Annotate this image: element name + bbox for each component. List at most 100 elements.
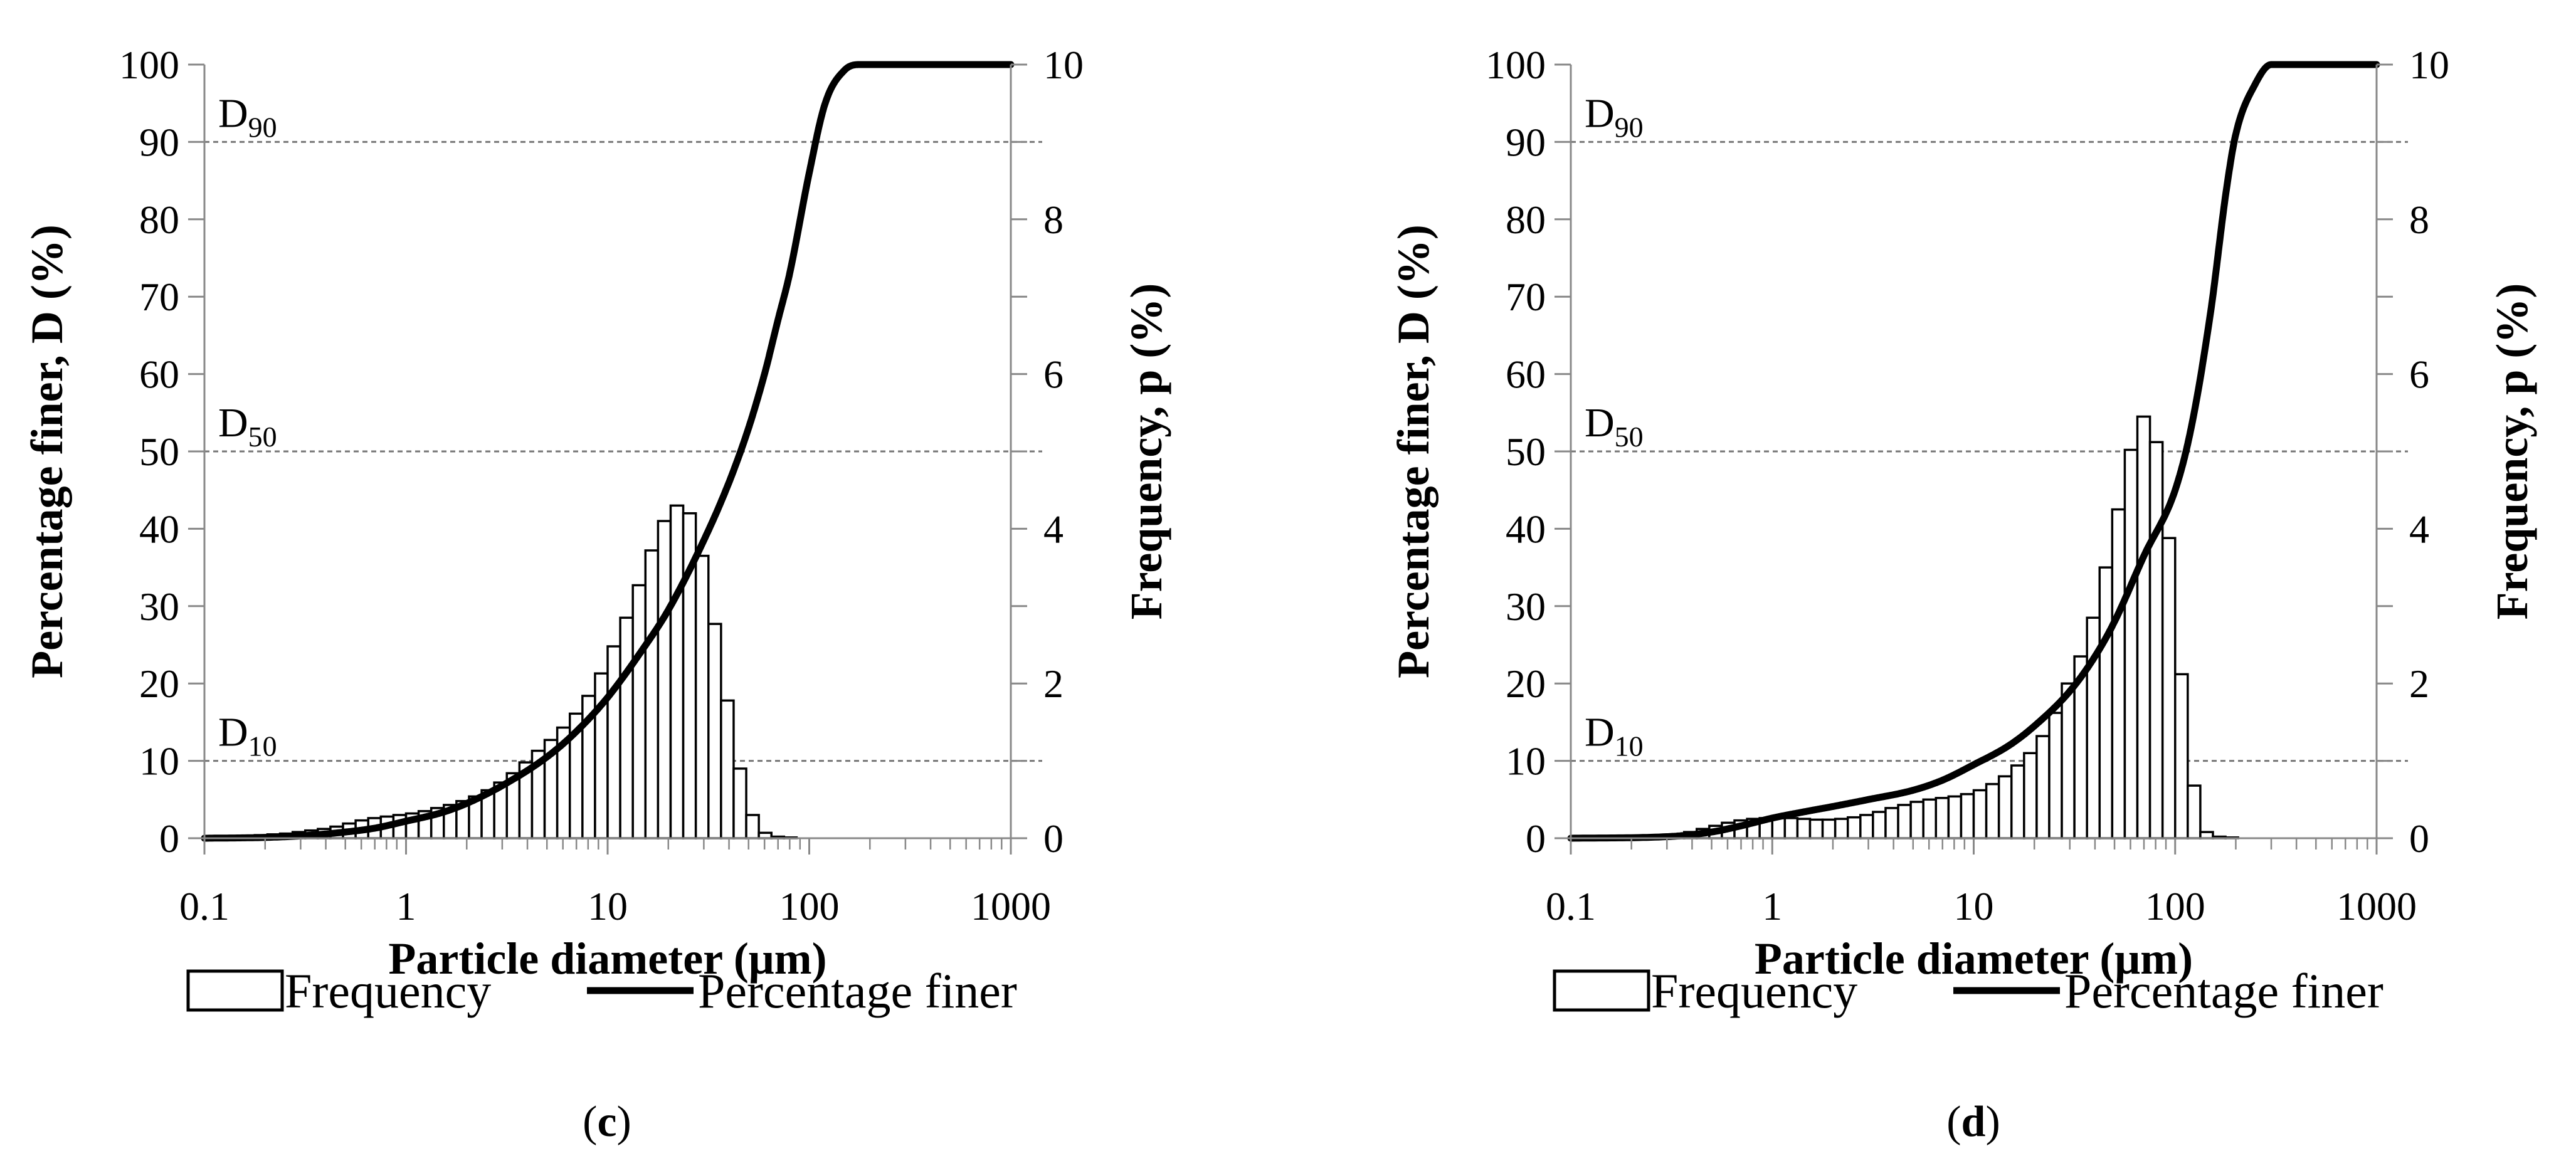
panel-c-percentage-finer-line bbox=[201, 61, 1015, 842]
panel-c-x-tick-label: 1 bbox=[396, 884, 416, 928]
panel-d-reference-label-d50: D50 bbox=[1585, 400, 1644, 453]
panel-c-frequency-bar bbox=[669, 504, 685, 839]
panel-d-frequency-bar bbox=[1922, 798, 1938, 839]
panel-d-left-tick-label: 40 bbox=[1506, 507, 1546, 551]
panel-c-frequency-bar bbox=[606, 645, 621, 839]
panel-d-x-tick-label: 1 bbox=[1762, 884, 1782, 928]
panel-d-left-tick-label: 10 bbox=[1506, 739, 1546, 784]
panel-d-frequency-bar bbox=[2148, 441, 2164, 839]
panel-c-left-tick-label: 80 bbox=[139, 197, 179, 242]
panel-d-right-axis-title: Frequency, p (%) bbox=[2487, 283, 2537, 620]
panel-d-left-axis-title: Percentage finer, D (%) bbox=[1388, 224, 1438, 678]
panel-d-left-tick-label: 50 bbox=[1506, 429, 1546, 474]
panel-c-frequency-bar bbox=[644, 549, 660, 839]
panel-d-frequency-bar bbox=[1947, 795, 1963, 839]
panel-d-frequency-bar bbox=[1783, 817, 1799, 839]
panel-c-x-tick-label: 100 bbox=[779, 884, 840, 928]
panel-d-frequency-bar bbox=[2061, 682, 2076, 839]
panel-c-right-axis-title: Frequency, p (%) bbox=[1121, 283, 1171, 620]
chart-panel-c: D90D50D10010203040506070809010002468100.… bbox=[22, 43, 1171, 1146]
panel-c-caption: (c) bbox=[583, 1098, 631, 1146]
panel-d-frequency-bar bbox=[1997, 775, 2013, 839]
panel-c-legend: Frequency Percentage finer bbox=[186, 964, 1017, 1018]
panel-d-legend-label-frequency: Frequency bbox=[1651, 964, 1857, 1018]
panel-d-frequency-bar bbox=[2048, 712, 2063, 839]
panel-d-reference-label-d10: D10 bbox=[1585, 710, 1644, 762]
panel-c-left-tick-label: 100 bbox=[119, 43, 179, 87]
panel-d-reference-label-d90: D90 bbox=[1585, 90, 1644, 143]
panel-d-left-tick-label: 30 bbox=[1506, 584, 1546, 629]
panel-d-left-tick-label: 90 bbox=[1506, 120, 1546, 164]
panel-c-left-tick-label: 70 bbox=[139, 275, 179, 319]
panel-c-legend-label-frequency: Frequency bbox=[285, 964, 491, 1018]
panel-c-x-axis-title: Particle diameter (μm) bbox=[388, 934, 826, 984]
panel-d-frequency-bar bbox=[2187, 784, 2202, 839]
panel-c-frequency-bar bbox=[619, 616, 634, 839]
panel-c-frequency-bar bbox=[694, 554, 710, 839]
panel-d-x-tick-label: 10 bbox=[1954, 884, 1994, 928]
panel-c-x-tick-label: 0.1 bbox=[179, 884, 230, 928]
panel-d-frequency-bar bbox=[2174, 673, 2189, 839]
panel-c-right-tick-label: 6 bbox=[1043, 352, 1064, 397]
panel-d-frequency-bar bbox=[1935, 797, 1950, 839]
panel-c-left-axis-title: Percentage finer, D (%) bbox=[22, 224, 72, 678]
panel-d-frequency-bar bbox=[2023, 752, 2038, 839]
panel-d-x-tick-label: 100 bbox=[2145, 884, 2205, 928]
panel-d-frequency-bar bbox=[2161, 537, 2177, 839]
panel-d-frequency-bar bbox=[2098, 566, 2114, 839]
panel-c-legend-label-percentage-finer: Percentage finer bbox=[698, 964, 1017, 1018]
panel-c-reference-label-d50: D50 bbox=[218, 400, 277, 453]
panel-c-left-tick-label: 0 bbox=[159, 816, 179, 861]
panel-d-frequency-bar bbox=[1796, 818, 1812, 839]
panel-d-frequency-bar bbox=[1897, 804, 1912, 839]
panel-d-frequency-bar bbox=[2123, 448, 2139, 839]
panel-d-frequency-bar bbox=[2010, 764, 2025, 839]
panel-c-x-tick-label: 10 bbox=[588, 884, 628, 928]
panel-d-left-tick-label: 20 bbox=[1506, 661, 1546, 706]
panel-c-frequency-bar bbox=[732, 767, 747, 839]
panel-d-frequency-bar bbox=[2136, 415, 2151, 839]
panel-d-x-tick-label: 1000 bbox=[2336, 884, 2417, 928]
panel-d-legend: Frequency Percentage finer bbox=[1553, 964, 2383, 1018]
panel-c-legend-swatch-frequency bbox=[186, 969, 284, 1012]
panel-d-x-tick-label: 0.1 bbox=[1546, 884, 1596, 928]
panel-d-right-tick-label: 4 bbox=[2409, 507, 2429, 551]
panel-d-frequency-bar bbox=[1960, 792, 1975, 839]
panel-d-legend-label-percentage-finer: Percentage finer bbox=[2064, 964, 2383, 1018]
panel-c-left-tick-label: 10 bbox=[139, 739, 179, 784]
panel-d-frequency-bar bbox=[1972, 789, 1988, 839]
panel-d-legend-swatch-frequency bbox=[1553, 969, 1650, 1012]
panel-c-left-tick-label: 50 bbox=[139, 429, 179, 474]
panel-d-frequency-bar bbox=[2111, 508, 2126, 839]
panel-c-x-tick-label: 1000 bbox=[971, 884, 1051, 928]
panel-c-left-tick-label: 90 bbox=[139, 120, 179, 164]
panel-d-frequency-bar bbox=[1985, 782, 2000, 839]
panel-c-right-tick-label: 0 bbox=[1043, 816, 1064, 861]
panel-d-caption: (d) bbox=[1946, 1098, 2000, 1146]
panel-d-right-tick-label: 2 bbox=[2409, 661, 2429, 706]
panel-d-left-tick-label: 80 bbox=[1506, 197, 1546, 242]
panel-c-reference-label-d10: D10 bbox=[218, 710, 277, 762]
panel-d-frequency-bar bbox=[1884, 807, 1899, 839]
panel-d-left-tick-label: 100 bbox=[1486, 43, 1546, 87]
panel-c-right-tick-label: 4 bbox=[1043, 507, 1064, 551]
panel-d-right-tick-label: 6 bbox=[2409, 352, 2429, 397]
panel-d-right-tick-label: 0 bbox=[2409, 816, 2429, 861]
panel-c-frequency-bar bbox=[745, 814, 760, 839]
panel-c-frequency-bar bbox=[707, 623, 722, 839]
panel-c-reference-label-d90: D90 bbox=[218, 90, 277, 143]
panel-c-left-tick-label: 40 bbox=[139, 507, 179, 551]
panel-d-frequency-bar bbox=[1859, 814, 1874, 839]
panel-c-left-tick-label: 60 bbox=[139, 352, 179, 397]
panel-c-frequency-bar bbox=[631, 584, 647, 839]
panel-d-percentage-finer-line bbox=[1567, 61, 2380, 842]
panel-d-frequency-bar bbox=[2035, 735, 2051, 839]
panel-c-right-tick-label: 10 bbox=[1043, 43, 1084, 87]
panel-d-frequency-bar bbox=[1846, 816, 1862, 839]
panel-d-right-tick-label: 10 bbox=[2409, 43, 2449, 87]
panel-d-frequency-bar bbox=[1909, 801, 1924, 839]
panel-d-frequency-bar bbox=[1872, 811, 1887, 839]
panel-d-right-tick-label: 8 bbox=[2409, 197, 2429, 242]
panel-d-x-axis-title: Particle diameter (μm) bbox=[1755, 934, 2193, 984]
